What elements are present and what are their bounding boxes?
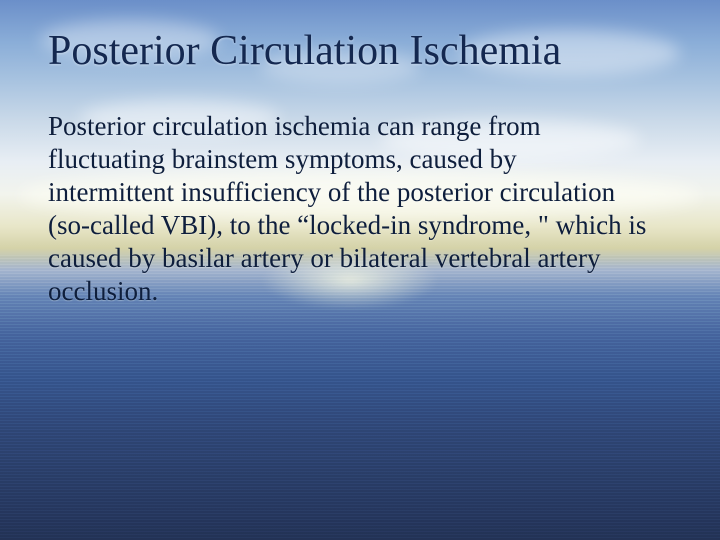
slide-title: Posterior Circulation Ischemia <box>48 28 672 74</box>
slide-body-text: Posterior circulation ischemia can range… <box>48 110 648 308</box>
slide-content: Posterior Circulation Ischemia Posterior… <box>0 0 720 540</box>
slide: Posterior Circulation Ischemia Posterior… <box>0 0 720 540</box>
